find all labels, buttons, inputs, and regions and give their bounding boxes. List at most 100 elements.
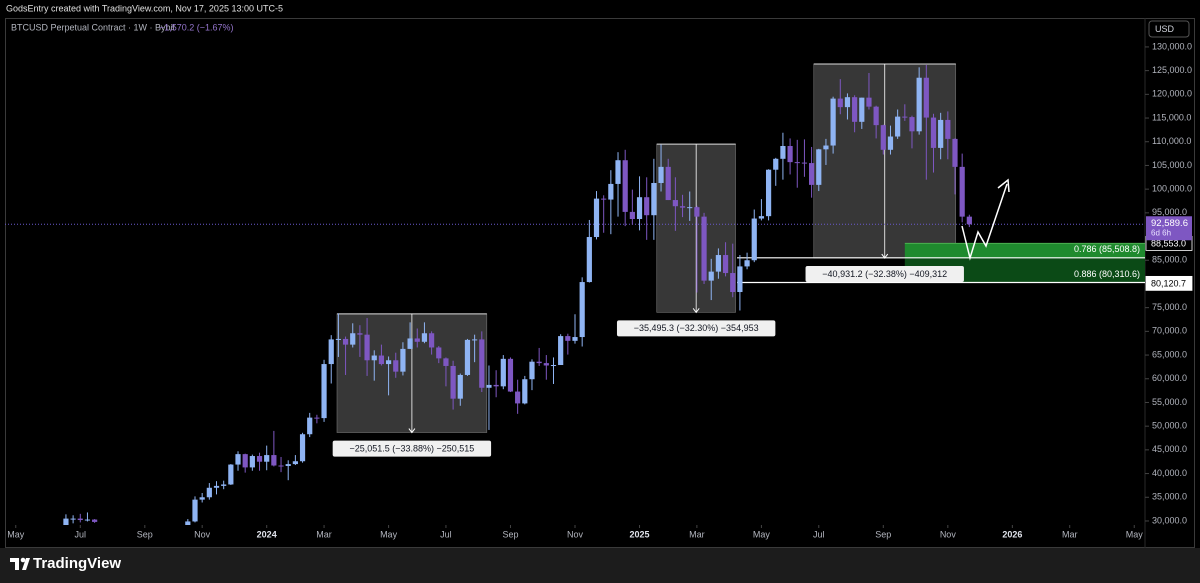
candle-body xyxy=(421,333,428,342)
countdown: 6d 6h xyxy=(1151,228,1171,237)
candle-body xyxy=(63,518,69,525)
candle-body xyxy=(837,98,843,108)
overlay xyxy=(961,178,1010,261)
candle-body xyxy=(342,338,349,345)
currency: USD xyxy=(1155,24,1175,34)
candle-body xyxy=(350,333,356,345)
candle-body xyxy=(256,456,263,462)
y-tick-label: 60,000.0 xyxy=(1152,373,1187,383)
candle-body xyxy=(816,149,822,185)
currency-box[interactable] xyxy=(1148,20,1190,38)
candle-body xyxy=(550,365,557,367)
y-tick-label: 115,000.0 xyxy=(1152,112,1191,122)
candle-body xyxy=(744,260,750,267)
candle-body xyxy=(586,237,592,283)
y-tick-label: 70,000.0 xyxy=(1152,326,1187,336)
x-tick-label: Sep xyxy=(502,529,518,539)
y-tick-label: 95,000.0 xyxy=(1152,207,1187,217)
last-price-bg xyxy=(1146,216,1192,241)
candle-body xyxy=(285,464,291,466)
candle-body xyxy=(916,77,922,132)
x-tick-label: Jul xyxy=(813,529,825,539)
candle-body xyxy=(522,379,528,404)
candle-body xyxy=(679,206,686,208)
candle-body xyxy=(629,211,635,220)
x-tick-label: Nov xyxy=(567,529,584,539)
candle-body xyxy=(859,97,865,122)
brand: TradingView xyxy=(33,555,121,572)
y-tick-label: 110,000.0 xyxy=(1152,136,1191,146)
range-label: −25,051.5 (−33.88%) −250,515 xyxy=(349,443,474,453)
candle-body xyxy=(457,374,463,399)
y-tick-label: 30,000.0 xyxy=(1152,515,1187,525)
candle-body xyxy=(335,338,341,340)
candle-body xyxy=(708,271,714,281)
y-tick-label: 40,000.0 xyxy=(1152,468,1187,478)
candle-body xyxy=(299,434,306,462)
y-tick-label: 100,000.0 xyxy=(1152,184,1192,194)
candle-body xyxy=(536,361,542,364)
candle-body xyxy=(192,499,198,522)
x-tick-label: Mar xyxy=(1062,529,1078,539)
x-tick-label: May xyxy=(753,529,771,539)
candle-body xyxy=(687,207,693,209)
x-tick-label: Sep xyxy=(137,529,153,539)
candle-body xyxy=(966,216,972,225)
candle-body xyxy=(407,338,413,349)
candle-body xyxy=(737,266,743,293)
candle-body xyxy=(938,119,944,148)
candle-body xyxy=(830,98,836,146)
candle-body xyxy=(715,255,721,272)
candle-body xyxy=(852,97,858,122)
price-marker: 80,120.7 xyxy=(1151,278,1186,288)
candle-body xyxy=(278,465,284,467)
candle-body xyxy=(206,487,212,498)
attribution: GodsEntry created with TradingView.com, … xyxy=(6,3,283,13)
y-tick-label: 125,000.0 xyxy=(1152,65,1192,75)
candle-body xyxy=(644,197,650,216)
candle-body xyxy=(959,166,965,217)
candle-body xyxy=(264,455,270,462)
x-tick-label: Jul xyxy=(440,529,452,539)
logo xyxy=(10,557,30,570)
candle-body xyxy=(615,160,621,184)
candle-body xyxy=(665,166,671,201)
candle-body xyxy=(235,454,241,465)
candle-body xyxy=(909,117,915,132)
candle-body xyxy=(730,273,736,293)
candle-body xyxy=(651,182,657,216)
x-tick-label: May xyxy=(1126,529,1144,539)
candle-body xyxy=(314,417,320,419)
candle-body xyxy=(242,454,248,468)
projection-arrowhead xyxy=(997,178,1010,193)
candle-body xyxy=(443,358,449,366)
candle-body xyxy=(271,455,277,466)
candle-body xyxy=(500,358,506,387)
candle-body xyxy=(543,363,549,366)
candle-body xyxy=(371,355,377,361)
x-tick-label: Mar xyxy=(316,529,332,539)
candle-body xyxy=(787,146,793,163)
price-marker-bg xyxy=(1145,275,1193,291)
candle-body xyxy=(794,162,800,164)
candle-body xyxy=(636,197,643,220)
y-tick-label: 85,000.0 xyxy=(1152,255,1187,265)
x-tick-label: 2025 xyxy=(630,529,650,539)
symbol: BTCUSD Perpetual Contract · 1W · Bybit xyxy=(11,22,176,32)
candle-body xyxy=(493,384,499,387)
candle-body xyxy=(185,521,191,525)
y-tick-label: 55,000.0 xyxy=(1152,397,1187,407)
range-label-bg xyxy=(332,440,492,457)
candle-body xyxy=(823,145,829,150)
y-tick-label: 65,000.0 xyxy=(1152,349,1187,359)
candle-body xyxy=(393,360,399,372)
candle-body xyxy=(414,338,420,342)
y-tick-label: 45,000.0 xyxy=(1152,444,1187,454)
range-label-bg xyxy=(805,266,964,283)
candle-body xyxy=(199,497,205,500)
logo-mark xyxy=(10,558,19,570)
candle-body xyxy=(77,518,83,521)
logo-slash xyxy=(22,558,30,570)
